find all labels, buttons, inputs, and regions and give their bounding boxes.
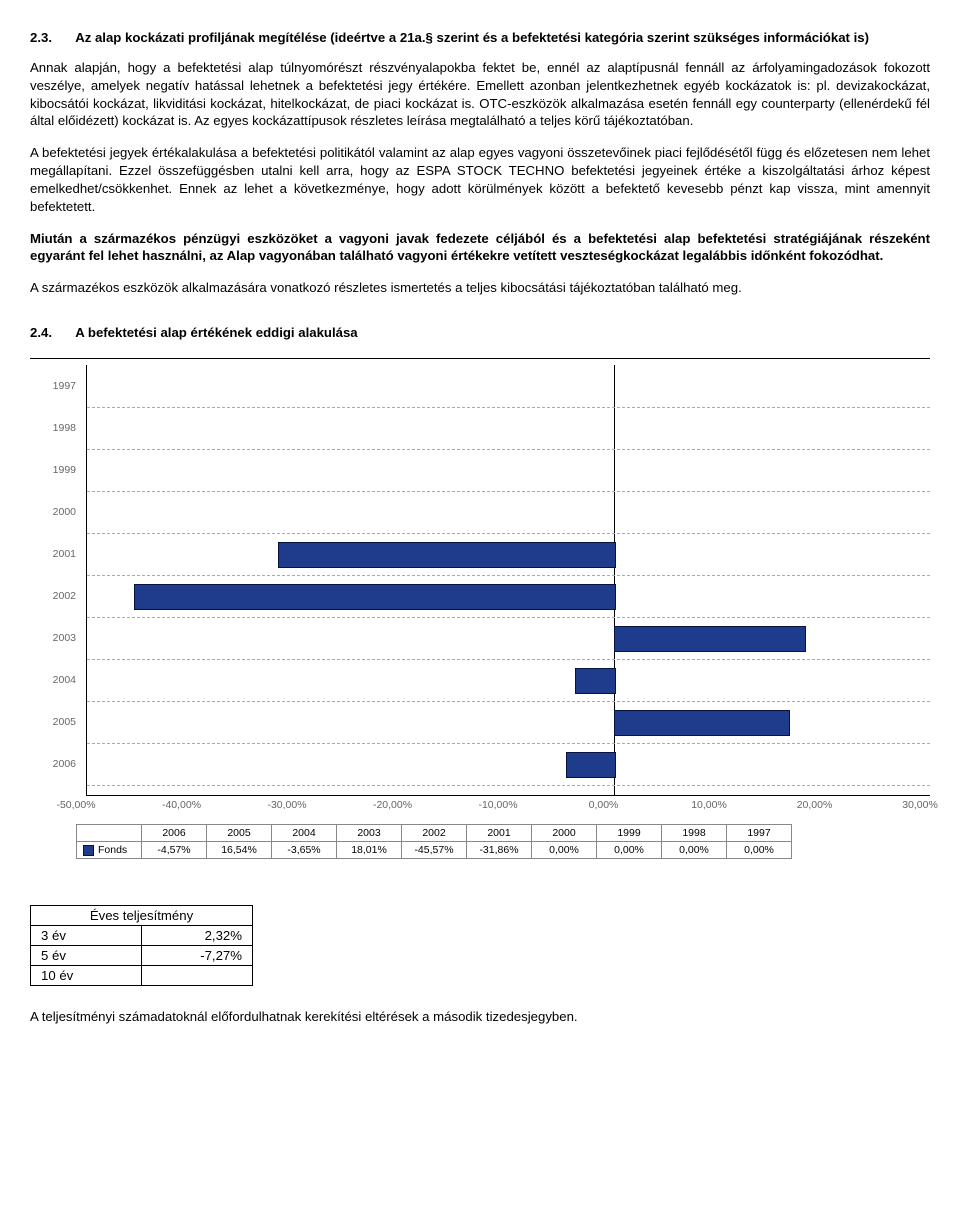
section-2-4-title: A befektetési alap értékének eddigi alak…	[75, 325, 357, 340]
annual-performance-table: Éves teljesítmény 3 év 2,32% 5 év -7,27%…	[30, 905, 253, 986]
perf-row-label: 5 év	[31, 945, 142, 965]
perf-row-value: 2,32%	[142, 925, 253, 945]
chart-bar-2003	[614, 626, 806, 652]
perf-row-value	[142, 965, 253, 985]
chart-data-table: 2006200520042003200220012000199919981997…	[76, 824, 792, 859]
section-2-3-title: Az alap kockázati profiljának megítélése…	[75, 30, 869, 45]
perf-row-label: 3 év	[31, 925, 142, 945]
performance-chart: 1997199819992000200120022003200420052006…	[30, 358, 930, 859]
section-2-3-p4: A származékos eszközök alkalmazására von…	[30, 279, 930, 297]
chart-bar-2004	[575, 668, 615, 694]
section-2-4-heading: 2.4. A befektetési alap értékének eddigi…	[30, 325, 930, 340]
section-2-3-p1: Annak alapján, hogy a befektetési alap t…	[30, 59, 930, 130]
chart-bar-2006	[566, 752, 616, 778]
section-2-3-p3: Miután a származékos pénzügyi eszközöket…	[30, 230, 930, 266]
section-2-4-num: 2.4.	[30, 325, 72, 340]
perf-row-value: -7,27%	[142, 945, 253, 965]
chart-y-labels: 1997199819992000200120022003200420052006	[30, 359, 86, 796]
chart-x-axis: -50,00%-40,00%-30,00%-20,00%-10,00%0,00%…	[76, 796, 920, 818]
chart-plot-area	[86, 365, 930, 796]
section-2-3-p2: A befektetési jegyek értékalakulása a be…	[30, 144, 930, 215]
section-2-3-num: 2.3.	[30, 30, 72, 45]
chart-bar-2001	[278, 542, 616, 568]
section-2-3-heading: 2.3. Az alap kockázati profiljának megít…	[30, 30, 930, 45]
chart-bar-2005	[614, 710, 790, 736]
footnote: A teljesítményi számadatoknál előfordulh…	[30, 1008, 930, 1026]
perf-row-label: 10 év	[31, 965, 142, 985]
chart-bar-2002	[134, 584, 616, 610]
perf-title: Éves teljesítmény	[31, 905, 253, 925]
